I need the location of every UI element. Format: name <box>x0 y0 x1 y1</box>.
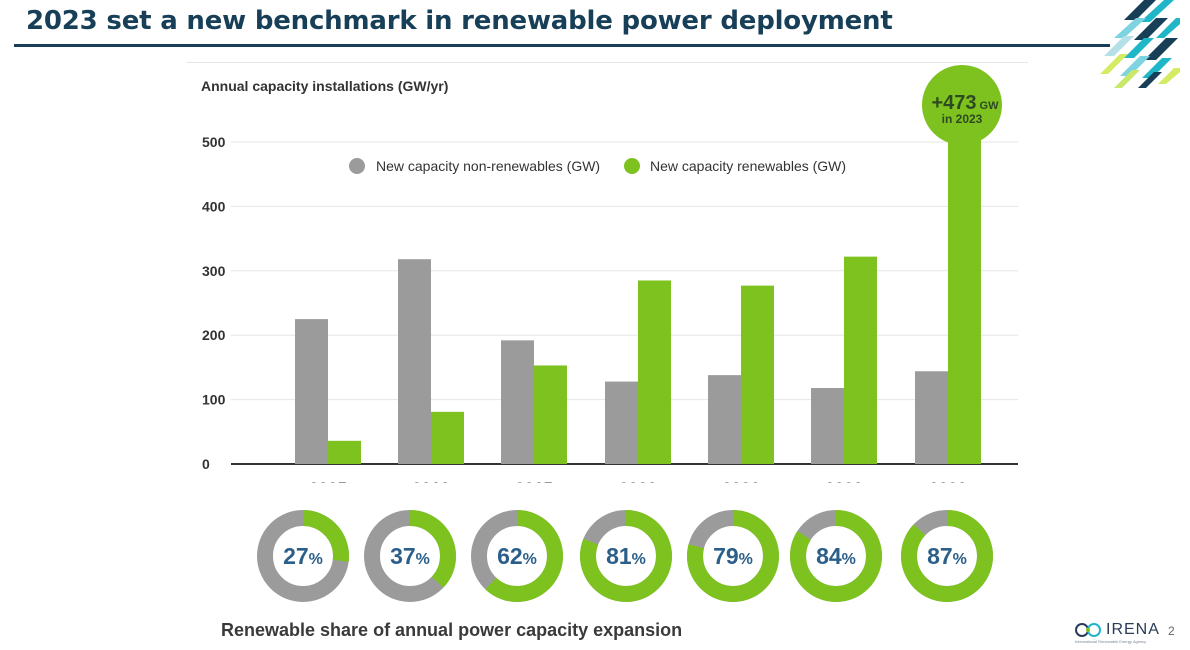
bar-nonrenewable-2020 <box>605 381 638 464</box>
bar-renewable-2005 <box>328 440 361 464</box>
donut-percent-sign: % <box>415 551 430 568</box>
bar-renewable-2022 <box>844 256 877 464</box>
title-rule <box>14 44 1110 47</box>
irena-logo: IRENA International Renewable Energy Age… <box>1074 620 1160 646</box>
donut-percent-value: 84 <box>816 543 842 569</box>
donut-percent-value: 27 <box>283 543 309 569</box>
donut-chart <box>687 510 779 602</box>
bar-renewable-2020 <box>638 280 671 464</box>
x-tick-label: 2022 <box>825 479 863 483</box>
bar-nonrenewable-2022 <box>811 388 844 464</box>
donut-renewable-arc <box>790 510 882 602</box>
donut-chart <box>580 510 672 602</box>
bar-renewable-2015 <box>534 365 567 464</box>
donut-renewable-arc <box>471 510 563 602</box>
x-tick-label: 2021 <box>722 479 760 483</box>
x-tick-label: 2005 <box>309 479 347 483</box>
donut-2020: 81% <box>578 508 674 604</box>
legend-label: New capacity non-renewables (GW) <box>376 158 600 174</box>
donut-percent-label: 79% <box>685 508 781 604</box>
chart-title: Annual capacity installations (GW/yr) <box>201 78 448 94</box>
donut-percent-value: 81 <box>606 543 632 569</box>
capacity-callout: +473 GW in 2023 <box>922 65 1002 145</box>
donut-percent-label: 62% <box>469 508 565 604</box>
y-tick-label: 100 <box>202 392 226 408</box>
callout-unit: GW <box>980 100 1000 112</box>
donut-percent-value: 87 <box>927 543 953 569</box>
donut-chart <box>257 510 349 602</box>
donut-renewable-arc <box>364 510 456 602</box>
donut-renewable-arc <box>257 510 349 602</box>
bar-nonrenewable-2010 <box>398 259 431 464</box>
y-tick-label: 0 <box>202 456 210 472</box>
bar-nonrenewable-2021 <box>708 375 741 464</box>
donut-2022: 84% <box>788 508 884 604</box>
y-tick-label: 300 <box>202 263 226 279</box>
legend-swatch <box>624 158 640 174</box>
donut-percent-sign: % <box>738 551 753 568</box>
irena-logo-text: IRENA <box>1106 621 1160 638</box>
renewable-share-donuts: 27% 37% 62% 81% 79% 84% 87% <box>0 508 1190 618</box>
donut-renewable-arc <box>580 510 672 602</box>
donut-percent-value: 79 <box>713 543 739 569</box>
callout-value: +473 <box>931 92 976 114</box>
donut-renewable-arc <box>901 510 993 602</box>
y-tick-label: 400 <box>202 198 226 214</box>
donut-chart <box>364 510 456 602</box>
slide-title: 2023 set a new benchmark in renewable po… <box>26 6 893 36</box>
donut-2005: 27% <box>255 508 351 604</box>
donut-percent-sign: % <box>522 551 537 568</box>
donut-2015: 62% <box>469 508 565 604</box>
donut-2023: 87% <box>899 508 995 604</box>
bar-renewable-2023 <box>948 139 981 464</box>
donut-percent-label: 81% <box>578 508 674 604</box>
x-tick-label: 2020 <box>619 479 657 483</box>
donut-percent-value: 62 <box>497 543 523 569</box>
x-tick-label: 2010 <box>412 479 450 483</box>
donut-percent-sign: % <box>631 551 646 568</box>
donut-percent-sign: % <box>308 551 323 568</box>
bar-nonrenewable-2015 <box>501 340 534 464</box>
y-tick-label: 200 <box>202 327 226 343</box>
legend-swatch <box>349 158 365 174</box>
corner-decoration-icon <box>1100 0 1180 88</box>
bar-chart: Annual capacity installations (GW/yr) 0 1… <box>201 65 1018 483</box>
donut-chart <box>471 510 563 602</box>
irena-logo-subtitle: International Renewable Energy Agency <box>1075 639 1147 644</box>
callout-sub: in 2023 <box>942 112 983 126</box>
bar-nonrenewable-2005 <box>295 319 328 464</box>
callout-circle <box>922 65 1002 145</box>
donut-2010: 37% <box>362 508 458 604</box>
bar-renewable-2010 <box>431 411 464 464</box>
donut-renewable-arc <box>687 510 779 602</box>
donut-percent-label: 84% <box>788 508 884 604</box>
donut-percent-sign: % <box>952 551 967 568</box>
donut-percent-value: 37 <box>390 543 416 569</box>
x-tick-label: 2015 <box>515 479 553 483</box>
x-tick-label: 2023 <box>929 479 967 483</box>
legend-label: New capacity renewables (GW) <box>650 158 846 174</box>
donut-chart <box>790 510 882 602</box>
bottom-caption: Renewable share of annual power capacity… <box>221 620 683 640</box>
donut-2021: 79% <box>685 508 781 604</box>
donut-chart <box>901 510 993 602</box>
donut-percent-label: 27% <box>255 508 351 604</box>
chart-card: Annual capacity installations (GW/yr) 0 1… <box>186 62 1028 483</box>
bar-nonrenewable-2023 <box>915 371 948 464</box>
donut-percent-label: 87% <box>899 508 995 604</box>
irena-symbol-icon <box>1075 623 1101 637</box>
y-tick-label: 500 <box>202 134 226 150</box>
donut-percent-label: 37% <box>362 508 458 604</box>
bar-renewable-2021 <box>741 285 774 464</box>
page-number: 2 <box>1168 624 1175 638</box>
donut-percent-sign: % <box>841 551 856 568</box>
